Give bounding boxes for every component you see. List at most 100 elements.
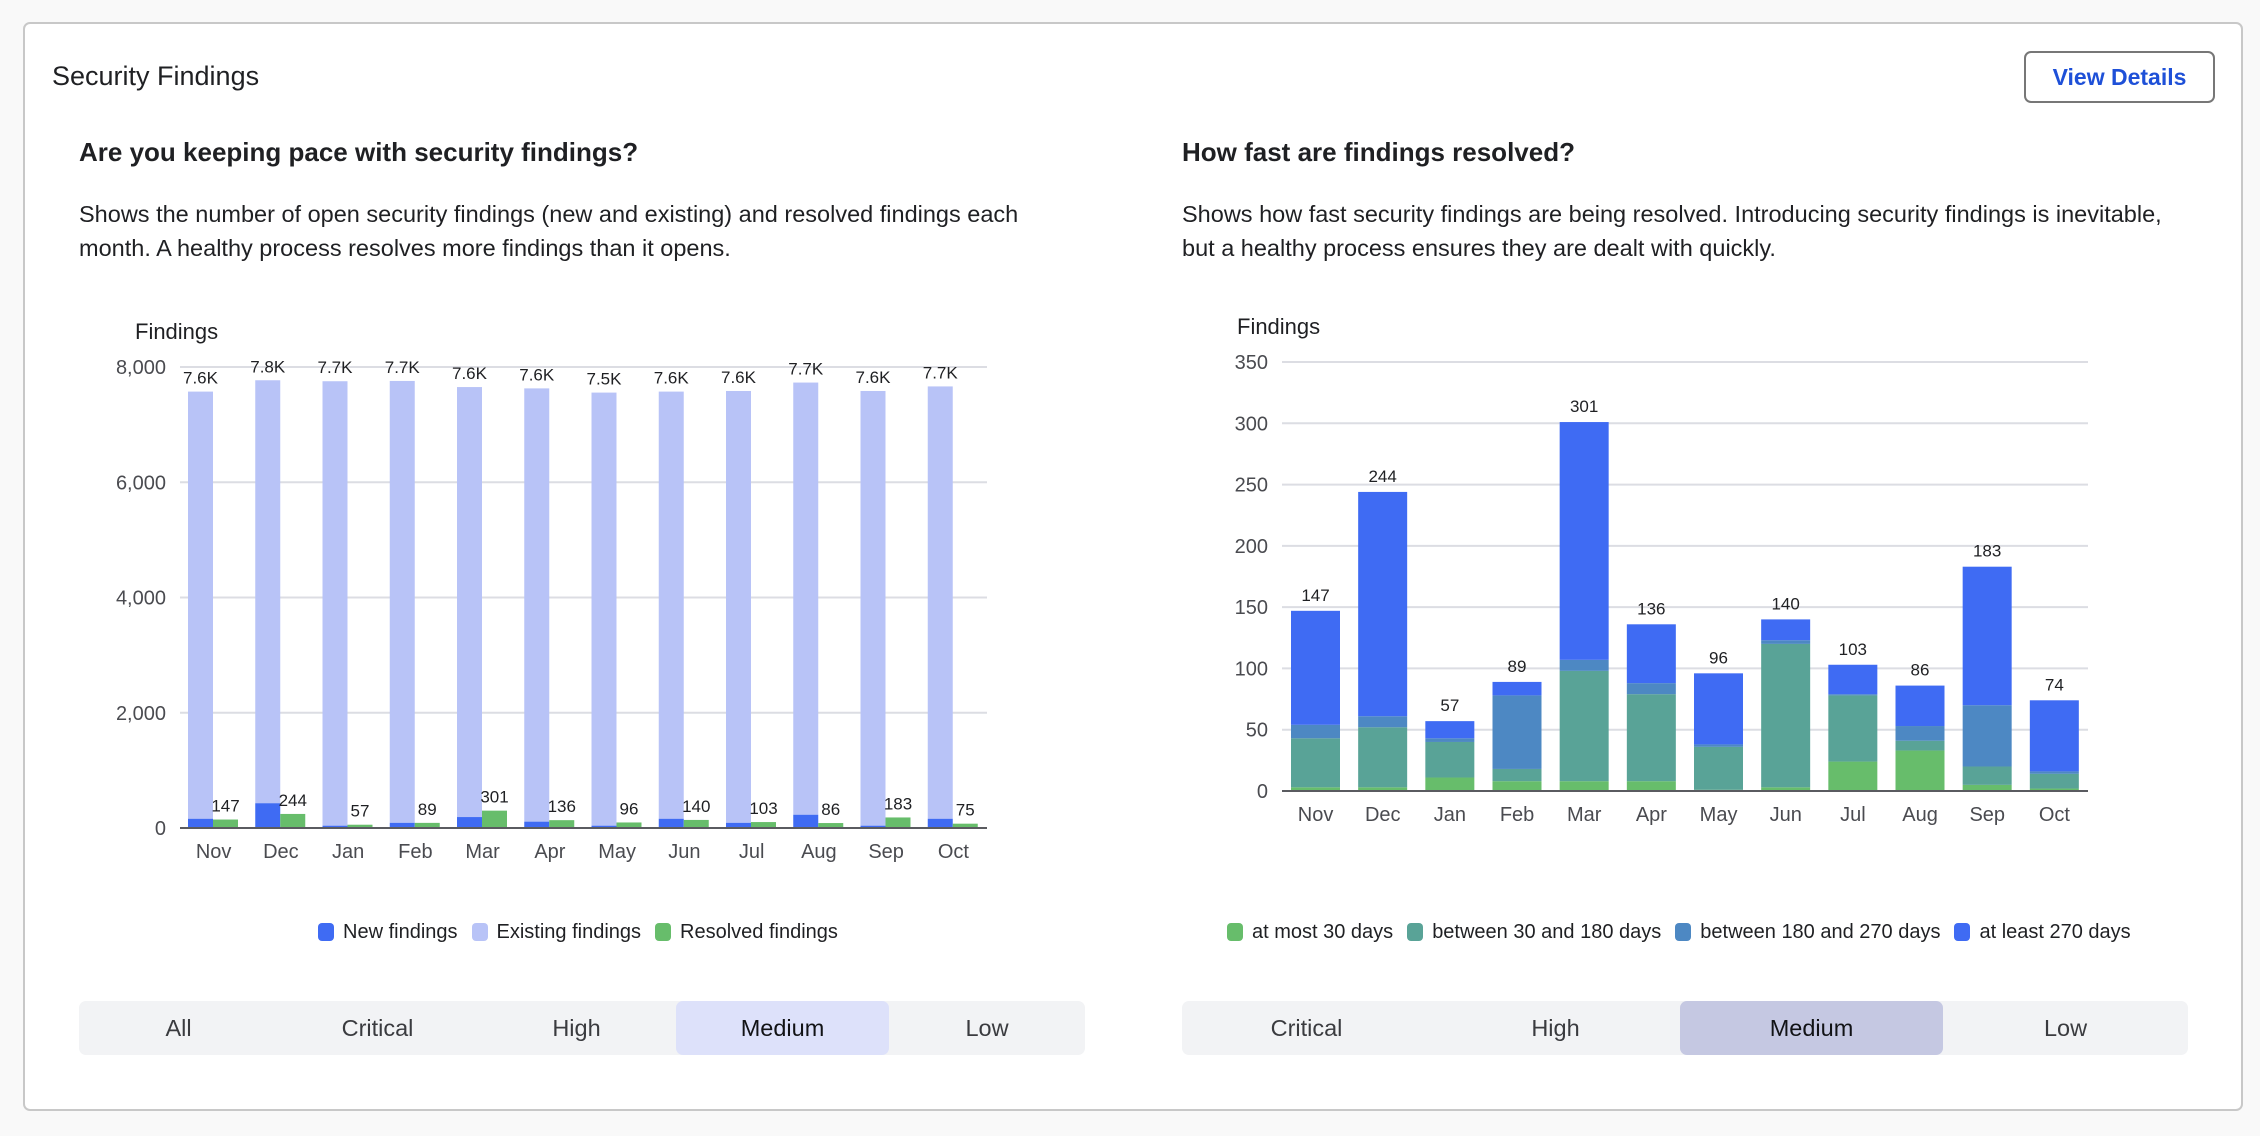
y-axis-title: Findings: [135, 319, 218, 344]
resolved-data-label: 244: [279, 791, 307, 810]
bar-existing-findings: [726, 390, 751, 823]
bar-existing-findings: [860, 390, 886, 826]
x-tick-label: Apr: [534, 841, 565, 863]
resolved-data-label: 57: [351, 802, 370, 821]
bar-resolved-findings: [213, 819, 238, 828]
right-section-description-line1: Shows how fast security findings are bei…: [1182, 201, 2162, 227]
bar-segment-between-180-and-270-days: [1291, 724, 1340, 739]
filter-tab-medium[interactable]: Medium: [1680, 1001, 1943, 1055]
view-details-button[interactable]: View Details: [2024, 51, 2215, 103]
bar-segment-at-most-30-days: [1828, 761, 1878, 791]
bar-segment-between-180-and-270-days: [1828, 694, 1878, 696]
bar-resolved-findings: [616, 822, 642, 828]
total-data-label: 86: [1911, 661, 1930, 680]
total-data-label: 147: [1301, 586, 1329, 605]
legend-item[interactable]: between 180 and 270 days: [1675, 921, 1940, 944]
bar-resolved-findings: [683, 819, 709, 828]
bar-resolved-findings: [952, 823, 978, 828]
resolved-data-label: 147: [211, 797, 239, 816]
bar-resolved-findings: [885, 817, 911, 828]
open-total-data-label: 7.8K: [250, 357, 286, 376]
filter-tab-medium[interactable]: Medium: [676, 1001, 889, 1055]
resolved-data-label: 86: [821, 800, 840, 819]
x-tick-label: Jan: [1434, 804, 1466, 826]
legend-item[interactable]: Existing findings: [471, 921, 641, 944]
x-tick-label: Aug: [801, 841, 837, 863]
legend-item[interactable]: New findings: [318, 921, 458, 944]
bar-new-findings: [860, 825, 886, 828]
x-tick-label: Aug: [1902, 804, 1938, 826]
bar-existing-findings: [591, 392, 617, 826]
bar-segment-between-30-and-180-days: [2029, 773, 2079, 789]
card-title: Security Findings: [52, 61, 260, 91]
resolved-data-label: 140: [682, 797, 710, 816]
filter-tab-low[interactable]: Low: [965, 1014, 1009, 1041]
x-tick-label: Dec: [263, 841, 299, 863]
legend-swatch-icon: [1407, 923, 1424, 941]
resolved-data-label: 301: [480, 788, 508, 807]
x-tick-label: Nov: [196, 841, 232, 863]
filter-tab-critical[interactable]: Critical: [1270, 1014, 1343, 1041]
bar-segment-at-least-270-days: [1694, 673, 1743, 745]
open-total-data-label: 7.7K: [923, 363, 959, 382]
x-tick-label: Mar: [465, 841, 500, 863]
left-chart-legend: New findings Existing findings Resolved fi…: [318, 918, 838, 946]
x-tick-label: Sep: [1969, 804, 2005, 826]
legend-item[interactable]: Resolved findings: [655, 921, 838, 944]
bar-segment-at-least-270-days: [1962, 566, 2012, 706]
bar-segment-at-most-30-days: [2029, 788, 2079, 791]
bar-resolved-findings: [414, 822, 440, 828]
y-tick-label: 8,000: [116, 357, 166, 379]
bar-segment-between-180-and-270-days: [2029, 771, 2079, 774]
open-total-data-label: 7.6K: [654, 369, 690, 388]
x-tick-label: Dec: [1365, 804, 1401, 826]
total-data-label: 103: [1839, 640, 1867, 659]
bar-segment-between-180-and-270-days: [1694, 744, 1743, 747]
bar-segment-between-30-and-180-days: [1895, 740, 1945, 751]
legend-label: at least 270 days: [1979, 920, 2131, 943]
bar-new-findings: [524, 821, 550, 828]
bar-resolved-findings: [751, 822, 776, 828]
filter-tab-high[interactable]: High: [1531, 1014, 1580, 1041]
y-tick-label: 6,000: [116, 472, 166, 494]
y-tick-label: 0: [1257, 781, 1268, 803]
bar-segment-at-most-30-days: [1559, 781, 1609, 791]
right-severity-filter: Critical High Medium Low: [1182, 1001, 2188, 1055]
bar-resolved-findings: [818, 823, 844, 828]
y-tick-label: 50: [1246, 720, 1268, 742]
bar-segment-between-180-and-270-days: [1626, 683, 1676, 695]
bar-new-findings: [591, 825, 617, 828]
bar-new-findings: [255, 803, 281, 828]
filter-tab-all[interactable]: All: [165, 1014, 192, 1041]
bar-segment-at-least-270-days: [2029, 700, 2079, 772]
legend-swatch-icon: [1954, 923, 1971, 941]
bar-new-findings: [322, 825, 348, 828]
filter-tab-critical[interactable]: Critical: [341, 1014, 414, 1041]
bar-segment-between-180-and-270-days: [1492, 695, 1542, 769]
x-tick-label: Jul: [739, 841, 765, 863]
bar-new-findings: [793, 814, 819, 828]
bar-segment-at-least-270-days: [1761, 619, 1811, 641]
legend-item[interactable]: at least 270 days: [1954, 920, 2131, 944]
filter-tab-low[interactable]: Low: [2043, 1014, 2088, 1041]
total-data-label: 57: [1440, 696, 1459, 715]
bar-existing-findings: [793, 382, 819, 815]
legend-item[interactable]: between 30 and 180 days: [1407, 921, 1661, 944]
bar-new-findings: [726, 822, 751, 828]
x-tick-label: Sep: [868, 841, 904, 863]
legend-swatch-icon: [318, 923, 334, 941]
bar-resolved-findings: [280, 813, 306, 828]
right-chart-legend: at most 30 days between 30 and 180 days be…: [1227, 918, 2131, 946]
y-tick-label: 200: [1235, 536, 1268, 558]
bar-existing-findings: [188, 391, 213, 819]
open-total-data-label: 7.7K: [385, 358, 421, 377]
filter-tab-high[interactable]: High: [552, 1014, 601, 1041]
y-tick-label: 0: [155, 818, 166, 840]
bar-segment-at-most-30-days: [1358, 787, 1408, 791]
total-data-label: 89: [1508, 657, 1527, 676]
legend-item[interactable]: at most 30 days: [1227, 921, 1393, 944]
legend-swatch-icon: [471, 923, 488, 941]
bar-existing-findings: [524, 388, 550, 822]
left-severity-filter: All Critical High Medium Low: [79, 1001, 1085, 1055]
